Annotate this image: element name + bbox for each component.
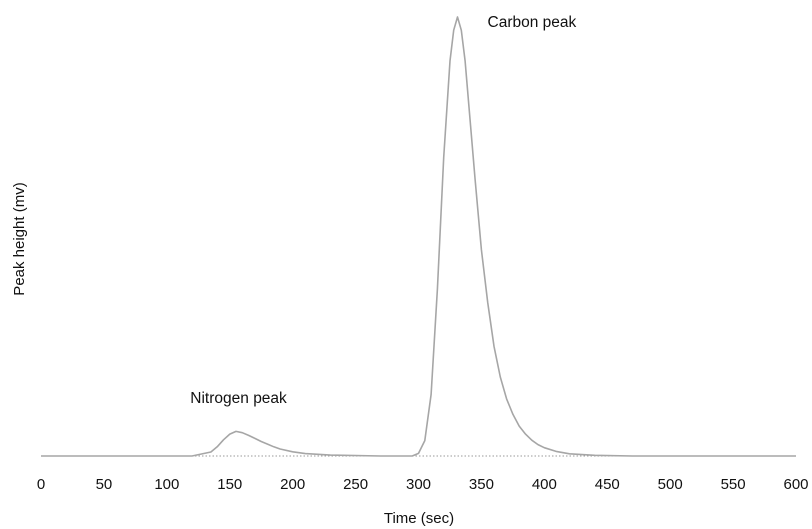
x-tick-label: 0 xyxy=(37,476,45,493)
y-axis-label: Peak height (mv) xyxy=(11,182,28,295)
x-tick-label: 200 xyxy=(280,476,305,493)
peak-annotations: Nitrogen peak Carbon peak xyxy=(190,14,576,407)
carbon-peak-label: Carbon peak xyxy=(488,14,577,31)
x-tick-label: 350 xyxy=(469,476,494,493)
signal-trace-line xyxy=(41,16,796,457)
x-tick-labels: 0 50 100 150 200 250 300 350 400 450 500 550 600 xyxy=(37,476,809,493)
x-tick-label: 150 xyxy=(217,476,242,493)
nitrogen-peak-label: Nitrogen peak xyxy=(190,390,287,407)
series-layer xyxy=(41,16,796,457)
x-tick-label: 600 xyxy=(783,476,808,493)
x-tick-label: 50 xyxy=(96,476,113,493)
x-axis-label: Time (sec) xyxy=(384,510,454,527)
x-tick-label: 100 xyxy=(154,476,179,493)
x-tick-label: 500 xyxy=(658,476,683,493)
x-tick-label: 300 xyxy=(406,476,431,493)
x-tick-label: 450 xyxy=(595,476,620,493)
x-tick-label: 250 xyxy=(343,476,368,493)
x-tick-label: 400 xyxy=(532,476,557,493)
x-tick-label: 550 xyxy=(721,476,746,493)
